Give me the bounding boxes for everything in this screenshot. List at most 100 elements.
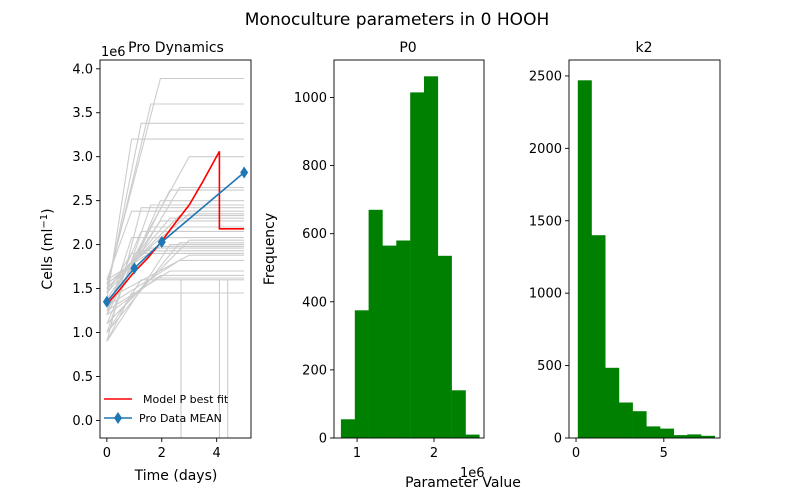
y-tick-label: 0.0	[72, 414, 93, 429]
y-tick-label: 400	[302, 295, 327, 310]
simulation-line	[106, 250, 245, 289]
x-ticks: 0 2 4	[103, 438, 221, 461]
data-point	[157, 235, 166, 248]
histogram-bar	[451, 390, 466, 438]
y-tick-label: 0.5	[72, 370, 93, 385]
figure-suptitle: Monoculture parameters in 0 HOOH	[245, 10, 549, 30]
y-tick-label: 3.0	[72, 150, 93, 165]
simulation-line	[106, 237, 245, 316]
histogram-bar	[591, 235, 606, 438]
p0-frame	[333, 59, 485, 439]
simulation-line	[106, 254, 245, 300]
y-tick-label: 1.5	[72, 282, 93, 297]
histogram-bar	[437, 255, 452, 438]
y-tick-label: 1.0	[72, 326, 93, 341]
y-tick-label: 600	[302, 227, 327, 242]
simulation-line	[106, 77, 245, 285]
simulation-line	[106, 279, 245, 333]
k2-frame	[568, 59, 721, 439]
panel-pro-dynamics: Pro Dynamics 1e6 0 2 4 0.0 0.5 1.0 1.5 2.0 2.5 3…	[39, 40, 252, 484]
simulation-lines	[106, 77, 245, 438]
histogram-bar	[396, 240, 411, 438]
simulation-line	[106, 210, 245, 280]
simulation-line	[106, 274, 245, 316]
x-tick-label: 1	[353, 446, 361, 461]
series-lines	[102, 151, 249, 308]
y-tick-label: 800	[302, 159, 327, 174]
histogram-bar	[465, 434, 480, 438]
histogram-bar	[577, 80, 592, 439]
p0-bars	[340, 76, 480, 439]
histogram-bar	[673, 435, 688, 438]
simulation-line	[106, 122, 245, 294]
data-point	[240, 166, 249, 179]
y-tick-label: 1000	[294, 91, 327, 106]
simulation-line	[106, 244, 245, 342]
simulation-line	[106, 138, 245, 300]
y-tick-label: 2000	[529, 142, 562, 157]
legend: Model P best fit Pro Data MEAN	[104, 393, 229, 425]
p0-ylabel: Frequency	[262, 213, 278, 285]
histogram-bar	[368, 209, 383, 438]
k2-bars	[577, 80, 715, 439]
x-tick-label: 0	[572, 446, 580, 461]
y-tick-label: 2.5	[72, 194, 93, 209]
legend-data-marker	[114, 412, 122, 424]
simulation-line	[106, 215, 245, 289]
histogram-bar	[701, 435, 715, 438]
histogram-bar	[618, 402, 633, 438]
data-point	[102, 295, 111, 308]
simulation-line	[106, 189, 245, 316]
data-point	[130, 262, 139, 275]
y-tick-label: 1500	[529, 214, 562, 229]
y-tick-label: 1000	[529, 287, 562, 302]
y-ticks: 0.0 0.5 1.0 1.5 2.0 2.5 3.0 3.5 4.0	[72, 62, 100, 429]
x-tick-label: 4	[213, 446, 221, 461]
best-fit-line	[106, 151, 245, 305]
y-tick-label: 2500	[529, 69, 562, 84]
y-tick-label: 500	[537, 359, 562, 374]
simulation-line	[106, 292, 245, 342]
simulation-line	[106, 242, 245, 333]
histogram-bar	[660, 428, 674, 438]
simulation-line	[106, 156, 245, 307]
histogram-bar	[410, 92, 425, 439]
x-tick-label: 2	[158, 446, 166, 461]
histogram-bar	[340, 419, 355, 438]
y-tick-label: 200	[302, 363, 327, 378]
y-ticks: 0 200 400 600 800 1000	[294, 91, 334, 447]
p0-title: P0	[399, 40, 416, 56]
data-mean-line	[106, 171, 245, 303]
pro-dynamics-xlabel: Time (days)	[134, 468, 218, 484]
y-tick-label: 2.0	[72, 238, 93, 253]
k2-title: k2	[635, 40, 652, 56]
histogram-bar	[646, 426, 661, 438]
y-tick-label: 4.0	[72, 62, 93, 77]
simulation-line	[106, 270, 245, 311]
histogram-bar	[354, 310, 369, 438]
histogram-bar	[382, 245, 397, 438]
x-tick-label: 2	[430, 446, 438, 461]
histogram-bar	[687, 434, 702, 438]
y-tick-label: 0	[319, 432, 327, 447]
shared-xlabel: Parameter Value	[405, 475, 521, 491]
p0-x-offset: 1e6	[460, 466, 485, 481]
y-tick-label: 3.5	[72, 106, 93, 121]
pro-dynamics-y-offset: 1e6	[101, 45, 126, 60]
pro-dynamics-ylabel: Cells (ml−1)	[39, 208, 56, 289]
legend-data-label: Pro Data MEAN	[139, 412, 222, 425]
histogram-bar	[424, 76, 439, 439]
pro-dynamics-title: Pro Dynamics	[128, 40, 224, 56]
histogram-bar	[605, 367, 620, 438]
histogram-bar	[632, 411, 647, 438]
legend-best-fit-label: Model P best fit	[143, 393, 229, 406]
pro-dynamics-frame	[99, 59, 252, 439]
y-tick-label: 0	[554, 432, 562, 447]
x-tick-label: 5	[660, 446, 668, 461]
y-ticks: 0 500 1000 1500 2000 2500	[529, 69, 569, 447]
simulation-line	[106, 239, 245, 325]
